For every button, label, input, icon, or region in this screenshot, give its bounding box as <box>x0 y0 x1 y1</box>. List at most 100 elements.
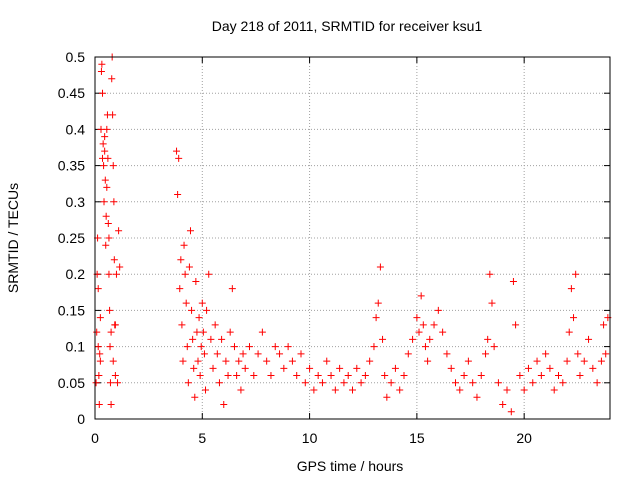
data-point <box>344 372 352 380</box>
data-point <box>372 314 380 322</box>
data-point <box>381 372 389 380</box>
data-point <box>357 379 365 387</box>
data-point <box>488 299 496 307</box>
data-point <box>383 393 391 401</box>
data-point <box>194 357 202 365</box>
data-point <box>572 270 580 278</box>
data-point <box>230 343 238 351</box>
data-point <box>529 379 537 387</box>
x-tick-labels: 0 5 10 15 20 <box>91 430 532 446</box>
data-point <box>205 270 213 278</box>
data-point <box>100 162 108 170</box>
data-point <box>340 379 348 387</box>
data-point <box>177 256 185 264</box>
x-tick-label: 15 <box>409 430 425 446</box>
data-point <box>602 350 610 358</box>
data-point <box>96 314 104 322</box>
y-tick-label: 0.5 <box>66 49 86 65</box>
y-tick-label: 0 <box>77 411 85 427</box>
data-point <box>533 357 541 365</box>
data-point <box>464 357 472 365</box>
data-point <box>116 263 124 271</box>
data-point <box>179 357 187 365</box>
data-point <box>96 350 104 358</box>
data-point <box>246 343 253 351</box>
data-point <box>473 393 481 401</box>
data-point <box>106 379 114 387</box>
data-point <box>115 227 123 235</box>
data-point <box>336 364 344 372</box>
data-point <box>400 372 408 380</box>
data-point <box>215 379 223 387</box>
data-point <box>565 328 573 336</box>
data-point <box>185 263 193 271</box>
data-point <box>415 328 423 336</box>
data-point <box>220 401 228 409</box>
data-point <box>174 191 182 199</box>
data-point <box>413 314 421 322</box>
data-point <box>443 350 451 358</box>
data-point <box>563 357 571 365</box>
y-tick-label: 0.35 <box>58 158 85 174</box>
data-point <box>107 328 115 336</box>
data-point <box>106 306 114 314</box>
data-point <box>196 372 204 380</box>
data-point <box>186 227 194 235</box>
x-tick-label: 5 <box>198 430 206 446</box>
data-point <box>447 364 455 372</box>
data-point <box>570 314 578 322</box>
data-point <box>379 335 387 343</box>
data-point <box>280 364 288 372</box>
data-point <box>512 321 520 329</box>
x-tick-label: 0 <box>91 430 99 446</box>
data-point <box>567 285 575 293</box>
data-point <box>108 75 116 83</box>
data-point <box>198 299 206 307</box>
data-point <box>559 379 567 387</box>
data-point <box>589 364 597 372</box>
data-point <box>555 372 562 380</box>
data-point <box>101 176 109 184</box>
data-point <box>361 372 369 380</box>
data-point <box>486 270 494 278</box>
data-point <box>374 299 382 307</box>
data-point <box>477 372 485 380</box>
y-tick-label: 0.1 <box>66 339 86 355</box>
data-point <box>239 350 247 358</box>
data-point <box>192 277 200 285</box>
data-point <box>93 328 101 336</box>
data-point <box>600 321 608 329</box>
y-tick-label: 0.45 <box>58 85 85 101</box>
data-point <box>597 357 605 365</box>
data-point <box>494 379 502 387</box>
data-point <box>271 343 279 351</box>
data-point <box>199 328 207 336</box>
data-point <box>202 386 210 394</box>
data-point <box>469 379 477 387</box>
data-point <box>96 357 104 365</box>
data-point <box>490 343 498 351</box>
data-point <box>191 393 199 401</box>
x-axis-label: GPS time / hours <box>297 458 404 474</box>
data-point <box>263 357 271 365</box>
data-point <box>509 277 517 285</box>
data-point <box>376 263 384 271</box>
data-point <box>213 350 221 358</box>
data-point <box>353 364 361 372</box>
data-point <box>288 357 296 365</box>
data-point <box>180 241 188 249</box>
data-point <box>452 379 459 387</box>
data-point <box>184 379 192 387</box>
data-point <box>183 343 191 351</box>
data-point <box>224 372 232 380</box>
data-point <box>114 379 122 387</box>
data-point <box>297 350 305 358</box>
y-tick-labels: 0 0.05 0.1 0.15 0.2 0.25 0.3 0.35 0.4 0.45 0.5 <box>58 49 85 427</box>
y-tick-label: 0.2 <box>66 266 86 282</box>
data-point <box>99 140 107 148</box>
data-points <box>92 53 612 416</box>
chart-title: Day 218 of 2011, SRMTID for receiver ksu… <box>212 18 483 34</box>
data-point <box>209 364 217 372</box>
data-point <box>421 343 429 351</box>
data-point <box>306 364 314 372</box>
